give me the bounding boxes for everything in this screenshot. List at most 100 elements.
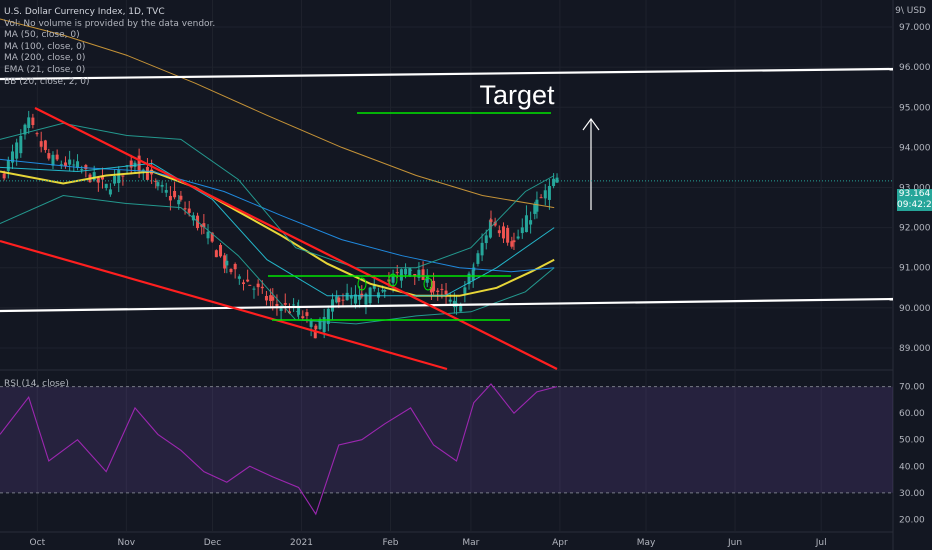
candle-body [10,151,14,163]
time-tick-label: 2021 [290,538,313,548]
candle-body [183,208,187,210]
candle-body [364,293,368,305]
candle-body [535,199,539,212]
bb-upper-line [0,122,555,269]
candle-body [463,287,467,294]
candle-body [187,208,191,213]
candle-body [436,290,440,292]
rsi-line [0,383,558,516]
candle-body [51,154,55,166]
price-tick-label: 92.000 [899,224,931,234]
candle-body [137,155,141,171]
touch-marker [388,273,398,287]
time-tick-label: Jul [815,538,827,548]
target-label: Target [479,80,555,110]
rsi-tick-label: 40.00 [899,462,925,472]
rsi-tick-label: 60.00 [899,409,925,419]
chart-title[interactable]: U.S. Dollar Currency Index, 1D, TVC [4,7,165,17]
candle-body [421,269,425,280]
candle-body [283,303,287,305]
candle-body [547,186,551,200]
candle-body [200,224,204,227]
ma200-line [0,18,555,209]
candle-body [233,263,237,270]
candle-body [43,140,47,151]
candle-body [337,297,341,303]
candle-body [488,220,492,238]
indicator-ma200[interactable]: MA (200, close, 0) [4,53,86,64]
rsi-tick-label: 30.00 [899,489,925,499]
rsi-band [0,386,893,494]
candle-body [326,308,330,325]
ma50-line [0,170,555,297]
candle-body [417,269,421,278]
candle-body [96,177,100,183]
indicator-ema[interactable]: EMA (21, close, 0) [4,64,86,75]
candle-body [425,275,429,283]
chart-legend: U.S. Dollar Currency Index, 1D, TVC Vol:… [4,7,215,88]
candle-body [252,288,256,290]
price-tick-label: 94.000 [899,143,931,153]
indicator-ma50[interactable]: MA (50, close, 0) [4,30,80,41]
candle-body [322,317,326,333]
candle-body [512,240,516,243]
candle-body [360,293,364,297]
axes: 97.000 96.000 95.000 94.000 93.000 92.000 91.0… [30,23,931,548]
candle-body [516,236,520,239]
candle-body [408,268,412,277]
candle-body [448,299,452,302]
candle-body [179,195,183,200]
candle-body [279,308,283,312]
candle-body [156,182,160,187]
price-tick-label: 96.000 [899,63,931,73]
candle-body [444,290,448,295]
target-arrow-head [582,117,600,131]
candle-body [297,306,301,315]
candle-body [210,232,214,242]
candle-body [47,153,51,159]
candle-body [35,133,39,135]
candle-body [121,175,125,177]
candle-body [409,269,413,271]
touch-marker [357,277,367,291]
candle-body [84,165,88,170]
rsi-legend[interactable]: RSI (14, close) [4,379,69,389]
candle-body [489,219,493,222]
candle-body [349,295,353,299]
candle-body [391,275,395,283]
candle-body [145,166,149,180]
candle-body [404,268,408,275]
channel-lower-line [0,297,894,313]
candle-body [459,304,463,312]
candle-body [206,231,210,239]
candle-body [129,160,133,168]
candle-body [484,235,488,244]
trendline-upper [34,107,558,370]
candle-body [520,227,524,234]
time-tick-label: Nov [118,538,136,548]
candle-body [219,244,223,257]
candle-body [432,280,436,292]
candle-body [506,227,510,243]
currency-unit[interactable]: 9\ USD [895,6,926,16]
drawings[interactable] [0,67,894,371]
indicator-bb[interactable]: BB (20, close, 2, 0) [4,76,90,87]
channel-upper-line [0,67,894,81]
candle-body [524,215,528,233]
candle-body [529,220,533,225]
rsi-tick-label: 70.00 [899,383,925,393]
candle-body [108,189,112,195]
candle-body [63,162,67,167]
candle-body [23,124,27,135]
candle-body [202,223,206,228]
indicator-ma100[interactable]: MA (100, close, 0) [4,41,86,52]
candle-body [476,253,480,264]
candle-body [539,197,543,199]
candle-body [168,195,172,201]
time-tick-label: Apr [552,538,568,548]
touch-marker [423,277,433,291]
time-tick-label: Jun [727,538,742,548]
candle-body [358,294,362,300]
candle-body [429,286,433,293]
